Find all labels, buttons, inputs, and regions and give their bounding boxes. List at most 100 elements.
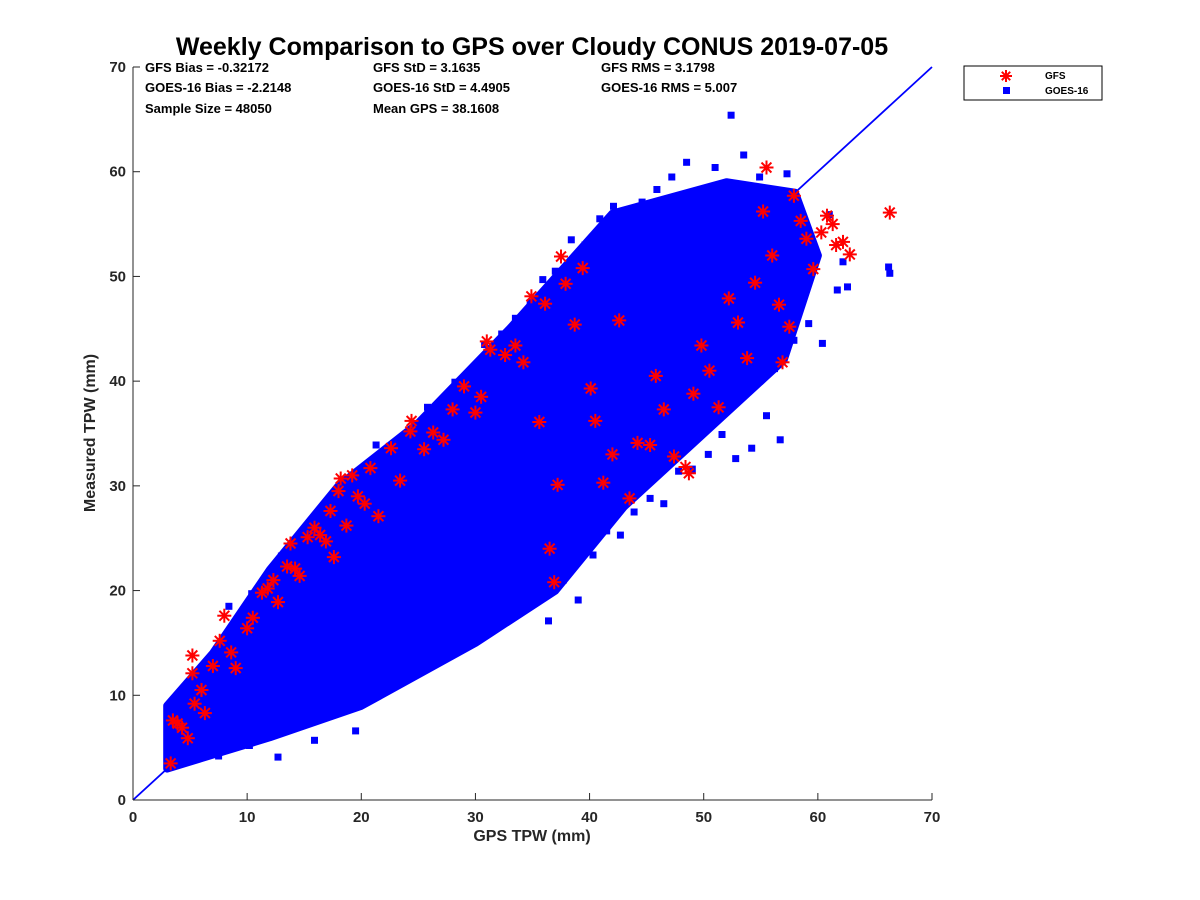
gfs-point: [575, 261, 590, 276]
goes16-point: [818, 339, 826, 347]
goes16-point: [379, 684, 387, 692]
gfs-point: [357, 496, 372, 511]
goes16-point: [182, 719, 189, 726]
goes16-point: [239, 622, 247, 630]
gfs-point: [711, 400, 726, 415]
goes16-point: [623, 218, 631, 226]
gfs-point: [759, 160, 774, 175]
gfs-point: [288, 561, 303, 576]
y-tick-label: 40: [109, 373, 126, 390]
gfs-point: [180, 731, 195, 746]
reference-line-layer: [132, 66, 933, 801]
goes16-point: [364, 615, 372, 623]
gfs-point: [605, 447, 620, 462]
gfs-point: [345, 468, 360, 483]
gfs-point: [656, 402, 671, 417]
goes16-point: [805, 320, 813, 328]
x-tick-label: 20: [353, 809, 370, 826]
y-tick-label: 30: [109, 478, 126, 495]
gfs-point: [371, 509, 386, 524]
goes16-point: [352, 727, 360, 735]
gfs-point: [516, 355, 531, 370]
goes16-point: [274, 753, 282, 761]
gfs-point: [245, 610, 260, 625]
x-tick-label: 70: [924, 809, 941, 826]
stat-sample-size: Sample Size = 48050: [145, 101, 272, 116]
gfs-point: [197, 706, 212, 721]
chart-title: Weekly Comparison to GPS over Cloudy CON…: [176, 33, 888, 61]
gfs-point: [280, 559, 295, 574]
gfs-point: [474, 389, 489, 404]
gfs-point: [667, 449, 681, 464]
goes16-point: [790, 336, 798, 344]
goes16-point: [232, 633, 240, 641]
goes16-point: [339, 484, 347, 492]
goes16-point: [511, 314, 519, 322]
goes16-point: [372, 441, 380, 449]
goes16-point: [718, 431, 726, 438]
goes16-point: [385, 449, 393, 457]
gfs-point: [403, 424, 418, 439]
gfs-point: [224, 645, 239, 660]
goes16-point: [748, 444, 756, 452]
gfs-point: [648, 368, 663, 383]
goes16-point: [224, 691, 232, 699]
gfs-point: [550, 477, 565, 492]
gfs-point: [772, 297, 786, 312]
goes16-point: [844, 283, 851, 291]
gfs-point: [702, 363, 717, 378]
gfs-point: [799, 231, 814, 246]
gfs-point: [814, 225, 829, 240]
goes16-point: [839, 258, 847, 266]
stat-goes16-std: GOES-16 StD = 4.4905: [373, 80, 510, 95]
goes16-point: [763, 412, 770, 420]
goes16-point: [683, 158, 691, 166]
goes16-point: [264, 615, 272, 623]
goes16-point: [498, 330, 506, 338]
x-tick-label: 50: [695, 809, 712, 826]
goes16-point: [885, 263, 893, 271]
goes16-point: [451, 378, 459, 386]
goes16-point: [532, 577, 540, 585]
gfs-point: [524, 289, 539, 304]
goes16-point: [574, 596, 582, 604]
goes16-point: [311, 736, 318, 744]
goes16-point: [169, 728, 177, 736]
gfs-point: [228, 661, 243, 676]
y-axis-label: Measured TPW (mm): [82, 354, 99, 512]
gfs-point: [212, 633, 227, 648]
gfs-point: [588, 413, 603, 428]
gfs-point: [331, 484, 346, 499]
gfs-point: [547, 575, 562, 590]
gfs-point: [583, 381, 598, 396]
legend-box: [963, 65, 1103, 101]
goes16-point: [443, 611, 451, 619]
goes16-point: [186, 699, 194, 707]
gfs-point: [508, 338, 523, 353]
goes16-point: [603, 527, 611, 535]
y-tick-label: 20: [109, 583, 126, 600]
goes16-point: [289, 583, 297, 591]
gfs-point: [185, 666, 200, 681]
gfs-point: [538, 296, 553, 311]
goes16-point: [321, 656, 329, 664]
gfs-point: [793, 213, 808, 228]
gfs-point: [260, 581, 275, 596]
gfs-point: [205, 659, 220, 673]
goes16-point: [776, 436, 784, 444]
gfs-point: [363, 461, 378, 476]
goes16-point: [783, 170, 791, 178]
x-ticks: 0 10 20 30 40 50 60 70: [129, 793, 941, 826]
gfs-point: [326, 550, 341, 565]
gfs-point: [175, 720, 190, 735]
gfs-series: [163, 160, 897, 771]
goes16-point: [401, 642, 409, 650]
gfs-point: [756, 204, 771, 219]
gfs-point: [300, 530, 315, 545]
gfs-point: [782, 319, 797, 334]
goes16-point: [358, 468, 366, 476]
gfs-point: [194, 683, 209, 697]
x-tick-label: 60: [810, 809, 827, 826]
goes16-point: [199, 672, 207, 680]
goes16-point: [886, 269, 894, 277]
